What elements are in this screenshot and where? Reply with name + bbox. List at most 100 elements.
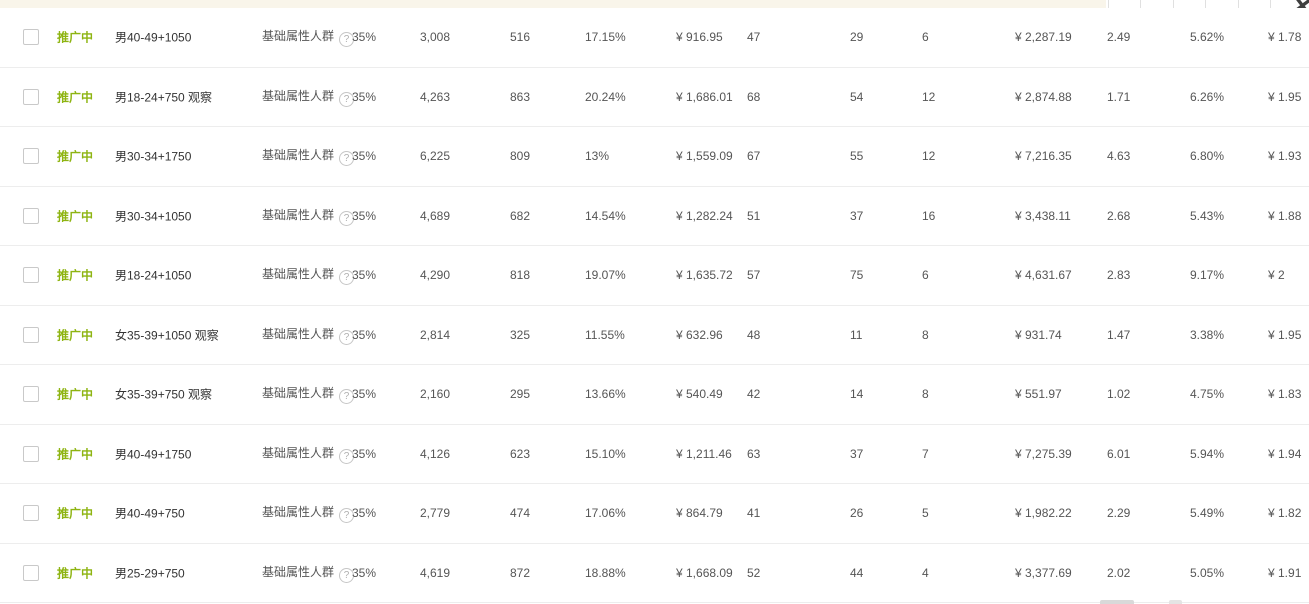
metric-c-value: 16 xyxy=(922,208,936,223)
ppc-value: ¥ 1.95 xyxy=(1268,89,1302,104)
ppc-value: ¥ 1.91 xyxy=(1268,565,1302,580)
audience-table-body: 推广中 男40-49+1050 基础属性人群? 35% 3,008 516 17.15% ¥ … xyxy=(0,8,1309,603)
row-checkbox[interactable] xyxy=(23,148,39,165)
help-icon[interactable]: ? xyxy=(339,448,355,464)
table-row: 推广中 女35-39+750 观察 基础属性人群? 35% 2,160 295 13.66%… xyxy=(0,365,1309,425)
audience-name: 男30-34+1750 xyxy=(115,149,192,164)
help-icon[interactable]: ? xyxy=(339,567,355,583)
help-icon[interactable]: ? xyxy=(339,91,355,107)
row-checkbox[interactable] xyxy=(23,326,39,343)
cost-value: ¥ 1,559.09 xyxy=(676,149,733,164)
toolbar-cell-divider xyxy=(1205,0,1206,8)
metric-c-value: 8 xyxy=(922,327,929,342)
metric-b-value: 37 xyxy=(850,446,864,461)
audience-name: 男18-24+750 观察 xyxy=(115,90,213,105)
table-row: 推广中 男25-29+750 基础属性人群? 35% 4,619 872 18.88% ¥ 1… xyxy=(0,543,1309,603)
help-icon[interactable]: ? xyxy=(339,210,355,226)
ppc-value: ¥ 1.94 xyxy=(1268,446,1302,461)
rate-value: 9.17% xyxy=(1190,268,1225,283)
metric-b-value: 54 xyxy=(850,89,864,104)
clicks-value: 863 xyxy=(510,89,531,104)
premium-value: 35% xyxy=(352,30,377,45)
impressions-value: 2,779 xyxy=(420,506,451,521)
audience-type: 基础属性人群? xyxy=(262,27,355,48)
roi-value: 1.47 xyxy=(1107,327,1131,342)
audience-name: 男18-24+1050 xyxy=(115,268,192,283)
roi-value: 2.29 xyxy=(1107,506,1131,521)
cost-value: ¥ 916.95 xyxy=(676,30,723,45)
amount-value: ¥ 7,216.35 xyxy=(1015,149,1072,164)
clicks-value: 623 xyxy=(510,446,531,461)
ctr-value: 17.06% xyxy=(585,506,626,521)
roi-value: 2.02 xyxy=(1107,565,1131,580)
impressions-value: 4,290 xyxy=(420,268,451,283)
help-icon[interactable]: ? xyxy=(339,270,355,286)
audience-name: 男25-29+750 xyxy=(115,566,185,581)
help-icon[interactable]: ? xyxy=(339,389,355,405)
rate-value: 5.62% xyxy=(1190,30,1225,45)
rate-value: 5.43% xyxy=(1190,208,1225,223)
clicks-value: 872 xyxy=(510,565,531,580)
help-icon[interactable]: ? xyxy=(339,32,355,48)
amount-value: ¥ 3,438.11 xyxy=(1015,208,1071,223)
rate-value: 6.80% xyxy=(1190,149,1225,164)
roi-value: 4.63 xyxy=(1107,149,1131,164)
metric-a-value: 68 xyxy=(747,89,761,104)
status-badge: 推广中 xyxy=(57,506,94,521)
audience-type: 基础属性人群? xyxy=(262,444,355,464)
roi-value: 6.01 xyxy=(1107,446,1131,461)
ctr-value: 19.07% xyxy=(585,268,626,283)
rate-value: 4.75% xyxy=(1190,387,1225,402)
status-badge: 推广中 xyxy=(57,149,94,164)
toolbar-cell-divider xyxy=(1108,0,1109,8)
cost-value: ¥ 1,668.09 xyxy=(676,565,733,580)
ppc-value: ¥ 2 xyxy=(1268,268,1285,283)
cost-value: ¥ 1,282.24 xyxy=(676,208,733,223)
table-row: 推广中 男40-49+1750 基础属性人群? 35% 4,126 623 15.10% ¥ … xyxy=(0,424,1309,484)
bottom-button-stub xyxy=(1100,600,1134,604)
impressions-value: 4,263 xyxy=(420,89,451,104)
roi-value: 2.49 xyxy=(1107,30,1131,45)
premium-value: 35% xyxy=(352,387,377,402)
rate-value: 6.26% xyxy=(1190,89,1225,104)
row-checkbox[interactable] xyxy=(23,386,39,403)
help-icon[interactable]: ? xyxy=(339,329,355,345)
metric-c-value: 7 xyxy=(922,446,929,461)
amount-value: ¥ 7,275.39 xyxy=(1015,446,1072,461)
cost-value: ¥ 1,686.01 xyxy=(676,89,733,104)
ctr-value: 13% xyxy=(585,149,610,164)
clicks-value: 474 xyxy=(510,506,531,521)
premium-value: 35% xyxy=(352,89,377,104)
ppc-value: ¥ 1.78 xyxy=(1268,30,1302,45)
amount-value: ¥ 3,377.69 xyxy=(1015,565,1072,580)
row-checkbox[interactable] xyxy=(23,445,39,462)
help-icon[interactable]: ? xyxy=(339,508,355,524)
row-checkbox[interactable] xyxy=(23,267,39,284)
row-checkbox[interactable] xyxy=(23,564,39,581)
clicks-value: 295 xyxy=(510,387,531,402)
metric-a-value: 52 xyxy=(747,565,761,580)
row-checkbox[interactable] xyxy=(23,207,39,224)
metric-c-value: 8 xyxy=(922,387,929,402)
row-checkbox[interactable] xyxy=(23,88,39,105)
row-checkbox[interactable] xyxy=(23,29,39,46)
metric-a-value: 63 xyxy=(747,446,761,461)
audience-type: 基础属性人群? xyxy=(262,265,355,286)
amount-value: ¥ 2,874.88 xyxy=(1015,89,1072,104)
help-icon[interactable]: ? xyxy=(339,151,355,167)
audience-name: 女35-39+750 观察 xyxy=(115,387,213,402)
table-row: 推广中 男18-24+1050 基础属性人群? 35% 4,290 818 19.07% ¥ … xyxy=(0,246,1309,306)
metric-b-value: 14 xyxy=(850,387,864,402)
ctr-value: 14.54% xyxy=(585,208,626,223)
amount-value: ¥ 931.74 xyxy=(1015,327,1062,342)
metric-b-value: 26 xyxy=(850,506,864,521)
table-row: 推广中 男30-34+1050 基础属性人群? 35% 4,689 682 14.54% ¥ … xyxy=(0,186,1309,246)
metric-b-value: 55 xyxy=(850,149,864,164)
audience-name: 男30-34+1050 xyxy=(115,209,192,224)
row-checkbox[interactable] xyxy=(23,505,39,522)
audience-name: 男40-49+750 xyxy=(115,506,185,521)
premium-value: 35% xyxy=(352,327,377,342)
rate-value: 5.05% xyxy=(1190,565,1225,580)
status-badge: 推广中 xyxy=(57,30,94,45)
